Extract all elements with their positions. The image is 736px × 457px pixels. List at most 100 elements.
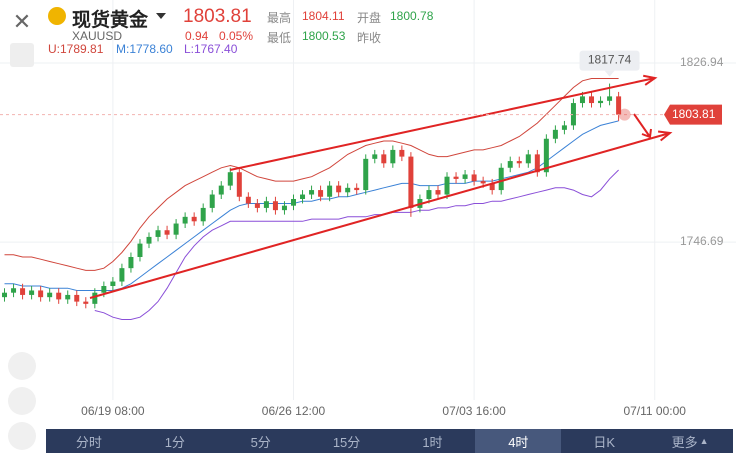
stat-value: 1804.11 <box>302 9 345 23</box>
candle-tool[interactable] <box>8 352 36 380</box>
period-tab[interactable]: 4时 <box>475 429 562 453</box>
draw-tool[interactable] <box>8 387 36 415</box>
candle-body <box>363 158 369 191</box>
candle-body <box>471 174 477 182</box>
candle-body <box>236 172 242 197</box>
candle-body <box>516 161 522 164</box>
legend-label: U:1789.81 <box>48 42 104 56</box>
candle-body <box>309 190 315 195</box>
candle-body <box>290 198 296 206</box>
candle-body <box>83 301 89 304</box>
candle-body <box>372 154 378 159</box>
arrow-head <box>643 74 658 86</box>
stat-label: 昨收 <box>357 31 382 45</box>
period-tab[interactable]: 1时 <box>422 434 443 450</box>
candle-body <box>525 154 531 164</box>
candle-body <box>435 190 441 195</box>
candle-body <box>399 149 405 157</box>
arrow-small <box>633 113 652 139</box>
candle-body <box>561 125 567 130</box>
candle-body <box>598 100 604 104</box>
dropdown-arrow[interactable] <box>156 13 166 19</box>
candle-body <box>489 183 495 191</box>
period-tab[interactable]: 更多 ▲ <box>671 434 709 450</box>
candle-body <box>570 103 576 126</box>
candle-body <box>20 288 26 295</box>
indicator-line <box>4 78 619 271</box>
y-tick-label: 1746.69 <box>680 234 724 248</box>
candle-body <box>47 292 53 298</box>
period-tab[interactable]: 日K <box>593 434 616 450</box>
candle-body <box>579 96 585 104</box>
candle-body <box>56 292 62 300</box>
candle-body <box>92 292 98 304</box>
candle-body <box>155 230 161 237</box>
candle-body <box>498 167 504 191</box>
more-arrow: ▲ <box>699 436 709 446</box>
stat-label: 最低 <box>267 31 292 45</box>
candle-body <box>173 223 179 235</box>
candle-body <box>164 230 170 235</box>
candle-body <box>128 256 134 269</box>
gold-icon <box>48 7 66 25</box>
candle-body <box>552 129 558 139</box>
stat-label: 最高 <box>267 11 292 25</box>
candle-body <box>543 138 549 173</box>
high-marker-box <box>579 50 640 71</box>
period-tab[interactable]: 分时 <box>75 434 102 450</box>
x-tick-label: 06/19 08:00 <box>81 404 145 418</box>
candle-body <box>200 207 206 222</box>
candle-body <box>74 294 80 302</box>
candle-body <box>146 236 152 244</box>
candle-body <box>245 196 251 204</box>
candle-body <box>480 181 486 184</box>
candle-body <box>281 205 287 211</box>
high-marker-pointer <box>604 70 615 77</box>
candle-body <box>191 216 197 222</box>
period-tab[interactable]: 15分 <box>332 434 361 450</box>
legend-label: M:1778.60 <box>116 42 173 56</box>
change: 0.94 <box>185 29 209 43</box>
title[interactable]: 现货黄金 <box>72 10 149 31</box>
symbol: XAUUSD <box>72 29 123 43</box>
period-tabs: 分时 1分 5分 15分 1时 4时 日K 更多 ▲ <box>46 429 733 453</box>
x-tick-label: 07/11 00:00 <box>623 404 686 418</box>
indicator-tool[interactable] <box>8 422 36 450</box>
indicator-line <box>4 120 619 291</box>
high-marker-label: 1817.74 <box>588 53 632 67</box>
change-pct: 0.05% <box>219 29 254 43</box>
stat-value: 1800.53 <box>302 29 346 43</box>
candle-body <box>426 190 432 199</box>
expand-button[interactable] <box>10 43 34 67</box>
candle-body <box>534 154 540 173</box>
period-tab[interactable]: 1分 <box>164 434 185 450</box>
last-price-label: 1803.81 <box>672 107 716 121</box>
candle-body <box>65 294 71 300</box>
y-tick-label: 1826.94 <box>680 55 724 69</box>
candle-body <box>101 286 107 293</box>
candle-body <box>29 290 35 295</box>
indicator-line <box>94 169 619 320</box>
candle-body <box>300 194 306 199</box>
stat-label: 开盘 <box>357 11 382 25</box>
close-button[interactable]: ✕ <box>12 9 32 34</box>
candle-body <box>336 185 342 193</box>
candle-body <box>110 281 116 287</box>
candle-body <box>616 96 622 115</box>
candle-body <box>119 268 125 282</box>
trend-line <box>229 77 656 171</box>
arrow-head <box>657 130 673 142</box>
last-price-dot <box>618 108 631 121</box>
candle-body <box>272 201 278 211</box>
price: 1803.81 <box>183 6 252 27</box>
x-tick-label: 07/03 16:00 <box>442 404 506 418</box>
candle-body <box>408 156 414 208</box>
candle-body <box>327 185 333 197</box>
candle-body <box>38 290 44 298</box>
candle-body <box>318 190 324 197</box>
candle-body <box>507 161 513 168</box>
candle-body <box>381 154 387 164</box>
period-tab[interactable]: 5分 <box>250 434 271 450</box>
candle-body <box>444 176 450 195</box>
